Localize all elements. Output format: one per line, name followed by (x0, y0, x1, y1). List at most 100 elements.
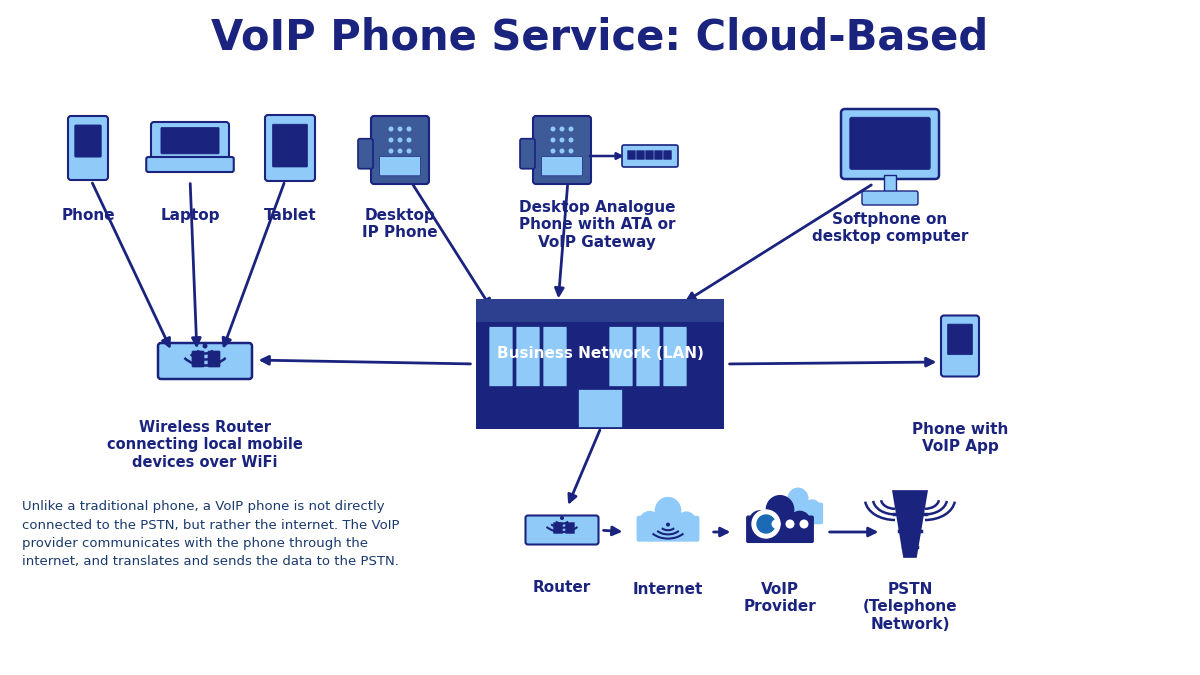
Ellipse shape (767, 495, 793, 524)
Circle shape (786, 520, 794, 529)
FancyBboxPatch shape (208, 351, 220, 367)
Circle shape (569, 159, 574, 165)
Ellipse shape (667, 518, 684, 534)
Circle shape (666, 522, 670, 526)
Circle shape (397, 138, 402, 142)
FancyBboxPatch shape (146, 157, 234, 172)
FancyBboxPatch shape (948, 324, 972, 354)
FancyBboxPatch shape (151, 122, 229, 162)
Text: Unlike a traditional phone, a VoIP phone is not directly
connected to the PSTN, : Unlike a traditional phone, a VoIP phone… (22, 500, 400, 568)
Circle shape (757, 515, 775, 533)
FancyBboxPatch shape (654, 151, 662, 159)
Circle shape (559, 148, 564, 153)
FancyBboxPatch shape (265, 115, 314, 181)
FancyBboxPatch shape (542, 327, 568, 387)
Text: Business Network (LAN): Business Network (LAN) (497, 346, 703, 362)
Circle shape (569, 126, 574, 132)
Circle shape (569, 148, 574, 153)
Circle shape (551, 138, 556, 142)
FancyBboxPatch shape (746, 516, 814, 543)
Circle shape (397, 159, 402, 165)
Text: VoIP
Provider: VoIP Provider (744, 582, 816, 614)
Text: Desktop Analogue
Phone with ATA or
VoIP Gateway: Desktop Analogue Phone with ATA or VoIP … (518, 200, 676, 250)
FancyBboxPatch shape (476, 299, 724, 429)
Ellipse shape (677, 512, 695, 530)
Circle shape (407, 148, 412, 153)
Text: Phone with
VoIP App: Phone with VoIP App (912, 422, 1008, 454)
FancyBboxPatch shape (161, 128, 220, 154)
Ellipse shape (776, 500, 792, 515)
Circle shape (389, 148, 394, 153)
FancyBboxPatch shape (941, 315, 979, 377)
Circle shape (407, 126, 412, 132)
FancyBboxPatch shape (662, 327, 686, 387)
Circle shape (772, 520, 780, 529)
Circle shape (389, 126, 394, 132)
Text: Internet: Internet (632, 582, 703, 597)
Circle shape (799, 520, 809, 529)
FancyBboxPatch shape (476, 299, 724, 323)
FancyBboxPatch shape (516, 327, 540, 387)
Text: Tablet: Tablet (264, 208, 317, 223)
Circle shape (389, 159, 394, 165)
FancyBboxPatch shape (490, 327, 514, 387)
FancyBboxPatch shape (862, 191, 918, 205)
Circle shape (407, 159, 412, 165)
Circle shape (559, 126, 564, 132)
FancyBboxPatch shape (565, 522, 575, 533)
Text: Laptop: Laptop (161, 208, 220, 223)
FancyBboxPatch shape (610, 327, 634, 387)
Circle shape (551, 126, 556, 132)
FancyBboxPatch shape (371, 116, 430, 184)
FancyBboxPatch shape (884, 175, 896, 193)
Ellipse shape (655, 497, 680, 524)
Ellipse shape (805, 500, 820, 514)
Text: Desktop
IP Phone: Desktop IP Phone (362, 208, 438, 240)
Circle shape (569, 138, 574, 142)
Ellipse shape (750, 511, 770, 531)
Polygon shape (893, 491, 928, 557)
Circle shape (397, 126, 402, 132)
Ellipse shape (788, 488, 808, 509)
FancyBboxPatch shape (192, 351, 204, 367)
FancyBboxPatch shape (636, 327, 660, 387)
FancyBboxPatch shape (850, 117, 930, 169)
FancyBboxPatch shape (628, 151, 636, 159)
Ellipse shape (653, 518, 670, 534)
Circle shape (389, 138, 394, 142)
Ellipse shape (640, 512, 660, 531)
FancyBboxPatch shape (664, 151, 672, 159)
FancyBboxPatch shape (578, 389, 622, 427)
Circle shape (551, 148, 556, 153)
FancyBboxPatch shape (68, 116, 108, 180)
FancyBboxPatch shape (541, 157, 582, 176)
Circle shape (559, 138, 564, 142)
Text: PSTN
(Telephone
Network): PSTN (Telephone Network) (863, 582, 958, 632)
FancyBboxPatch shape (622, 145, 678, 167)
FancyBboxPatch shape (272, 124, 307, 167)
Circle shape (752, 510, 780, 538)
FancyBboxPatch shape (526, 516, 599, 545)
FancyBboxPatch shape (637, 516, 700, 541)
Text: Wireless Router
connecting local mobile
devices over WiFi: Wireless Router connecting local mobile … (107, 420, 302, 470)
Ellipse shape (790, 512, 810, 531)
FancyBboxPatch shape (841, 109, 940, 179)
FancyBboxPatch shape (646, 151, 654, 159)
Text: Phone: Phone (61, 208, 115, 223)
FancyBboxPatch shape (553, 522, 563, 533)
FancyBboxPatch shape (379, 157, 420, 176)
Circle shape (560, 516, 564, 520)
FancyBboxPatch shape (773, 503, 823, 524)
Text: VoIP Phone Service: Cloud-Based: VoIP Phone Service: Cloud-Based (211, 17, 989, 59)
Circle shape (559, 159, 564, 165)
FancyBboxPatch shape (74, 125, 101, 157)
Circle shape (203, 344, 208, 348)
Circle shape (397, 148, 402, 153)
Text: Router: Router (533, 580, 592, 595)
FancyBboxPatch shape (636, 151, 644, 159)
Ellipse shape (763, 518, 781, 535)
Ellipse shape (779, 518, 797, 535)
Circle shape (407, 138, 412, 142)
FancyBboxPatch shape (358, 138, 373, 169)
Circle shape (551, 159, 556, 165)
